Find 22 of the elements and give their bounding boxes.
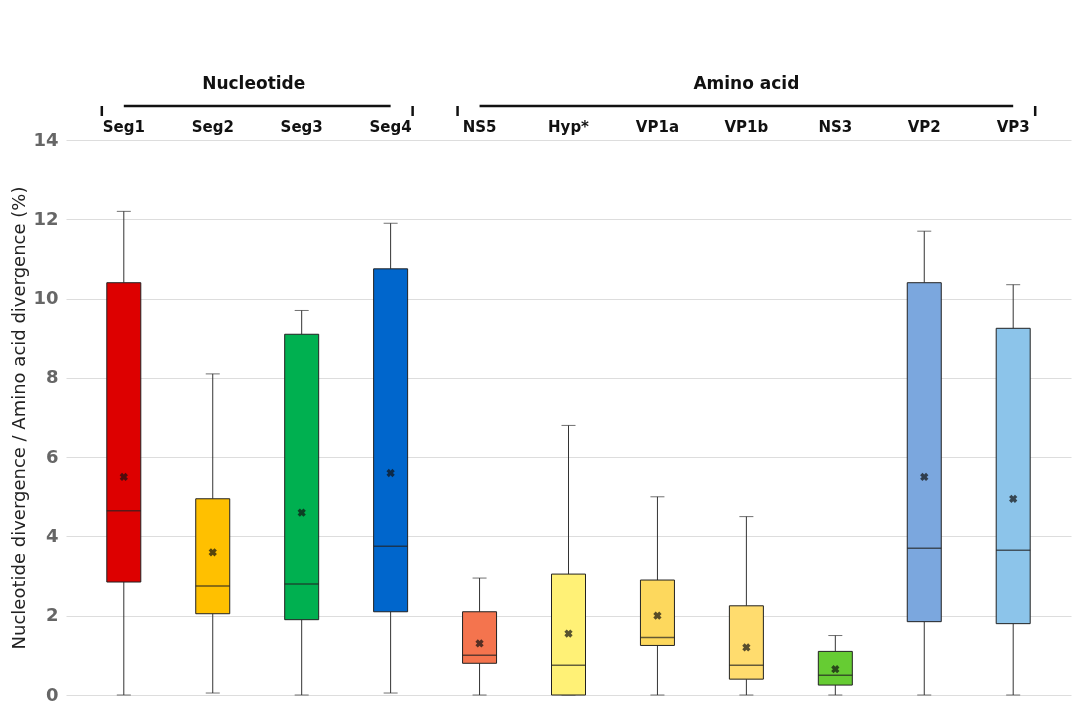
y-tick-label: 8 xyxy=(45,366,59,388)
x-tick-label: NS3 xyxy=(818,117,853,136)
x-tick-label: Seg3 xyxy=(280,117,323,136)
y-tick-label: 4 xyxy=(45,524,59,546)
text: Amino acid xyxy=(693,73,800,93)
text: Nucleotide xyxy=(202,73,306,93)
y-axis-title: Nucleotide divergence / Amino acid divergence (%) xyxy=(8,186,30,650)
x-tick-label: Seg1 xyxy=(102,117,145,136)
y-tick-label: 2 xyxy=(45,604,59,626)
y-tick-label: 14 xyxy=(33,128,59,150)
x-tick-label: VP2 xyxy=(907,117,941,136)
x-tick-label: Seg2 xyxy=(191,117,234,136)
x-tick-label: VP1b xyxy=(724,117,769,136)
x-tick-label: Seg4 xyxy=(369,117,412,136)
x-tick-label: NS5 xyxy=(462,117,497,136)
x-tick-label: Hyp* xyxy=(548,117,590,136)
y-tick-label: 6 xyxy=(45,445,59,467)
y-tick-label: 10 xyxy=(33,287,59,309)
x-tick-label: VP1a xyxy=(635,117,680,136)
x-tick-label: VP3 xyxy=(996,117,1030,136)
y-tick-label: 0 xyxy=(45,683,59,705)
y-tick-label: 12 xyxy=(33,207,59,229)
